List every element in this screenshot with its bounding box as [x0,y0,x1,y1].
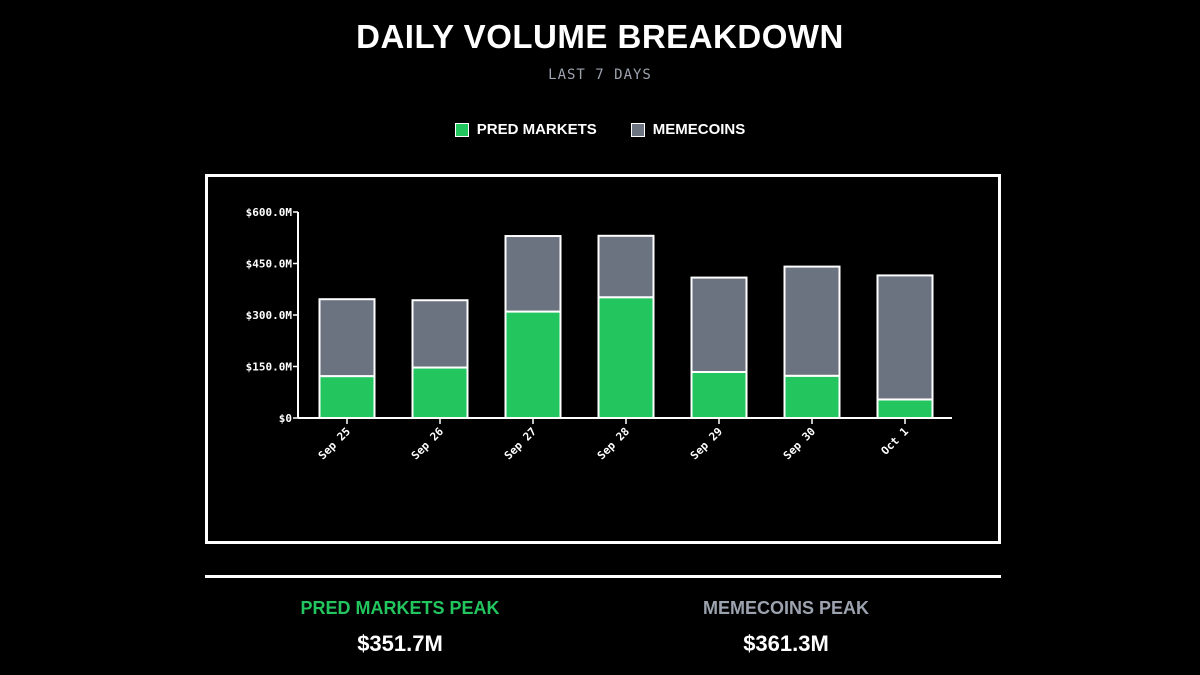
bar-pred [504,310,562,420]
pred-peak-label: PRED MARKETS PEAK [300,598,500,618]
bar-meme [504,235,562,313]
legend-swatch-meme [630,122,645,137]
bar-meme [690,276,748,373]
legend-label-meme: MEMECOINS [652,121,746,138]
bar-meme [411,299,469,369]
y-tick-label: $150.0M [246,361,293,374]
legend: PRED MARKETS MEMECOINS [0,121,1200,138]
x-tick-label: Sep 29 [688,425,725,462]
bar-meme [876,274,934,401]
meme-peak-value: $361.3M [743,631,829,656]
chart-subtitle: LAST 7 DAYS [548,67,652,83]
legend-swatch-pred [454,122,469,137]
divider [205,575,1001,578]
y-tick-label: $450.0M [246,258,293,271]
x-tick-label: Sep 28 [595,425,632,462]
chart-frame [205,174,1001,544]
x-tick-label: Sep 27 [502,425,539,462]
pred-peak-stat: PRED MARKETS PEAK $351.7M [200,598,600,657]
bar-pred [411,366,469,419]
meme-peak-label: MEMECOINS PEAK [702,598,870,618]
bar-pred [690,370,748,420]
bar-pred [597,296,655,419]
bar-pred [318,375,376,420]
bar-pred [783,374,841,419]
bar-meme [783,265,841,377]
y-tick-label: $600.0M [246,206,293,219]
x-tick-label: Sep 25 [316,425,353,462]
x-tick-label: Sep 26 [409,425,447,463]
y-tick-label: $300.0M [246,309,293,322]
pred-peak-value: $351.7M [357,631,443,656]
legend-item-pred: PRED MARKETS [454,121,597,138]
x-tick-label: Oct 1 [879,425,912,458]
meme-peak-stat: MEMECOINS PEAK $361.3M [586,598,986,657]
legend-item-meme: MEMECOINS [630,121,746,138]
bar-pred [876,398,934,419]
x-tick-label: Sep 30 [781,425,818,462]
y-tick-label: $0 [279,412,292,425]
legend-label-pred: PRED MARKETS [476,121,597,138]
bar-meme [597,234,655,299]
bar-meme [318,298,376,378]
chart-title: DAILY VOLUME BREAKDOWN [356,18,844,55]
